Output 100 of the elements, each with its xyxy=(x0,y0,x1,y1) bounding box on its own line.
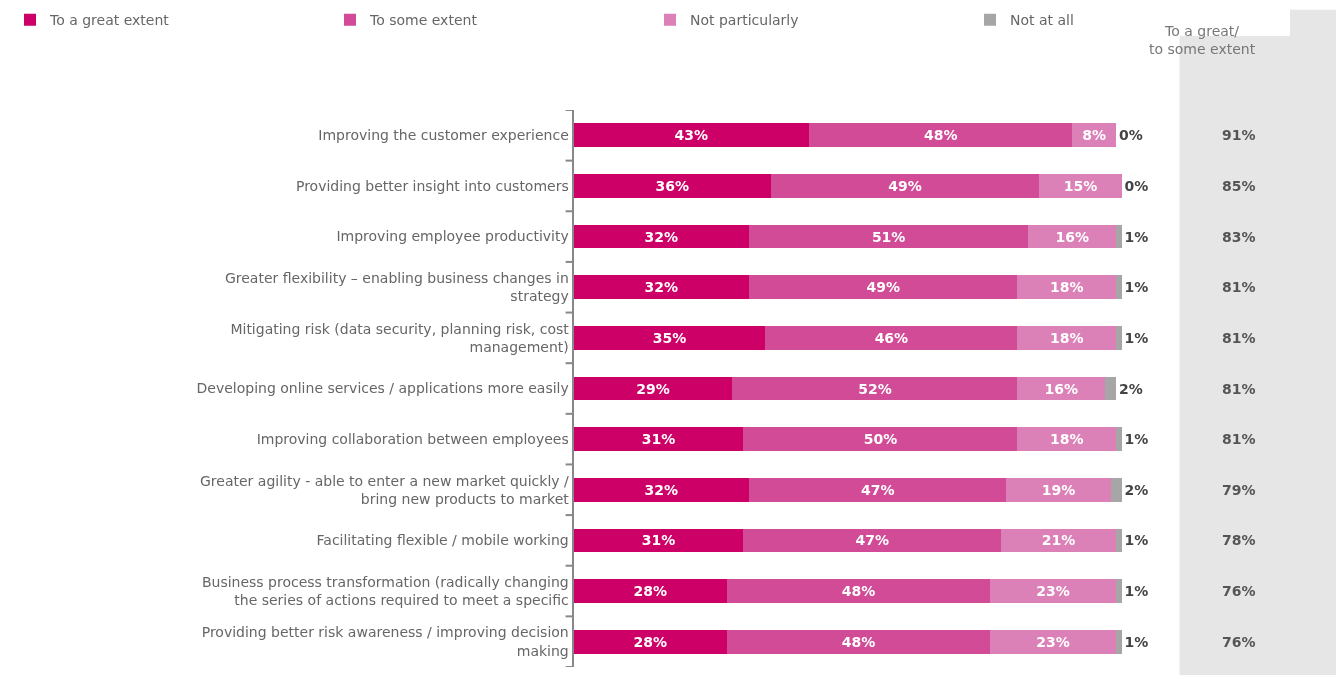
text: 85% xyxy=(1222,178,1256,194)
data-label: 18% xyxy=(1049,431,1084,448)
data-label: 21% xyxy=(1041,532,1076,549)
bar xyxy=(1116,427,1122,452)
data-label: 51% xyxy=(871,228,906,245)
data-label: 29% xyxy=(636,380,670,397)
text: 79% xyxy=(1222,482,1256,498)
bar xyxy=(1017,427,1117,452)
data-label: 15% xyxy=(1063,177,1098,194)
data-label: 0% xyxy=(1119,127,1143,144)
data-label: 23% xyxy=(1036,583,1070,600)
y-tick-label: Mitigating risk (data security, planning risk, cost management) xyxy=(230,320,570,355)
text: 91% xyxy=(1222,127,1256,143)
bar xyxy=(1116,528,1122,553)
data-label: 23% xyxy=(1036,633,1070,650)
bar xyxy=(1116,275,1122,300)
data-label: 31% xyxy=(641,532,676,549)
bar xyxy=(1116,579,1122,603)
data-label: 2% xyxy=(1119,380,1143,397)
data-label: 28% xyxy=(633,583,668,600)
data-label: 46% xyxy=(874,329,909,346)
bar xyxy=(1116,224,1122,249)
data-label: 36% xyxy=(655,177,689,194)
data-label: 48% xyxy=(841,583,876,600)
bar xyxy=(1006,477,1111,502)
data-label: 18% xyxy=(1049,279,1084,296)
bar xyxy=(770,174,1040,198)
data-label: 18% xyxy=(1049,329,1084,346)
data-label: 1% xyxy=(1124,532,1149,549)
bar xyxy=(1105,376,1117,401)
bar xyxy=(573,325,766,350)
data-label: 2% xyxy=(1124,481,1149,498)
text: 83% xyxy=(1222,229,1256,245)
bar xyxy=(732,376,1018,401)
data-label: 8% xyxy=(1082,127,1107,144)
data-label: 32% xyxy=(644,279,678,296)
bar xyxy=(573,477,749,502)
bar xyxy=(573,528,744,553)
bar xyxy=(809,123,1073,148)
bar xyxy=(573,579,727,603)
data-label: 28% xyxy=(633,633,668,650)
legend-label: To a great extent xyxy=(49,12,170,29)
data-label: 1% xyxy=(1124,279,1149,296)
bar xyxy=(573,427,744,452)
bar xyxy=(1116,629,1122,654)
bar xyxy=(1039,174,1122,198)
bar xyxy=(990,579,1117,603)
text: To a great/ to some extent xyxy=(1149,23,1256,58)
data-label: 19% xyxy=(1041,481,1076,498)
y-tick-label: Business process transformation (radically changing the series of actions required to meet a specific xyxy=(201,573,569,609)
y-tick-label: Greater agility - able to enter a new market quickly / bring new products to market xyxy=(200,472,570,507)
bar xyxy=(573,629,727,654)
bar xyxy=(748,224,1029,249)
data-label: 48% xyxy=(841,633,876,650)
bar xyxy=(573,376,733,401)
bar xyxy=(1017,275,1117,300)
data-label: 49% xyxy=(888,177,922,194)
bar xyxy=(990,629,1117,654)
data-label: 49% xyxy=(866,279,900,296)
y-tick-label: Facilitating flexible / mobile working xyxy=(316,532,569,549)
y-tick-label: Improving collaboration between employees xyxy=(256,431,569,448)
data-label: 1% xyxy=(1124,431,1149,448)
text: 81% xyxy=(1222,279,1256,295)
data-label: 1% xyxy=(1124,329,1149,346)
bar xyxy=(1017,325,1117,350)
data-label: 47% xyxy=(860,481,895,498)
bar xyxy=(573,174,771,198)
bar xyxy=(1110,477,1122,502)
y-tick-label: Providing better insight into customers xyxy=(295,177,569,194)
bar xyxy=(765,325,1018,350)
data-label: 32% xyxy=(644,481,678,498)
data-label: 1% xyxy=(1124,633,1149,650)
data-label: 1% xyxy=(1124,583,1149,600)
data-label: 31% xyxy=(641,431,676,448)
y-tick-label: Developing online services / applications more easily xyxy=(196,380,569,397)
bar xyxy=(726,629,991,654)
bar xyxy=(726,579,991,603)
bar xyxy=(743,528,1001,553)
data-label: 16% xyxy=(1044,380,1078,397)
text: 76% xyxy=(1222,634,1256,650)
y-tick-label: Greater flexibility – enabling business changes in strategy xyxy=(224,270,569,305)
data-label: 50% xyxy=(863,431,898,448)
data-label: 47% xyxy=(855,532,889,549)
data-label: 0% xyxy=(1124,177,1149,194)
data-label: 16% xyxy=(1055,228,1089,245)
bar xyxy=(1116,325,1122,350)
data-label: 1% xyxy=(1124,228,1149,245)
text: 81% xyxy=(1222,330,1256,346)
bar xyxy=(573,275,749,300)
text: 81% xyxy=(1222,431,1256,447)
data-label: 32% xyxy=(644,228,678,245)
bar xyxy=(748,275,1018,300)
text: 76% xyxy=(1222,583,1256,599)
data-label: 52% xyxy=(858,380,892,397)
data-label: 35% xyxy=(652,329,687,346)
legend-label: Not at all xyxy=(1010,12,1074,29)
data-label: 43% xyxy=(674,127,709,144)
text: 78% xyxy=(1222,532,1256,548)
y-tick-label: Providing better risk awareness / improving decision making xyxy=(201,624,569,659)
bar xyxy=(748,477,1007,502)
